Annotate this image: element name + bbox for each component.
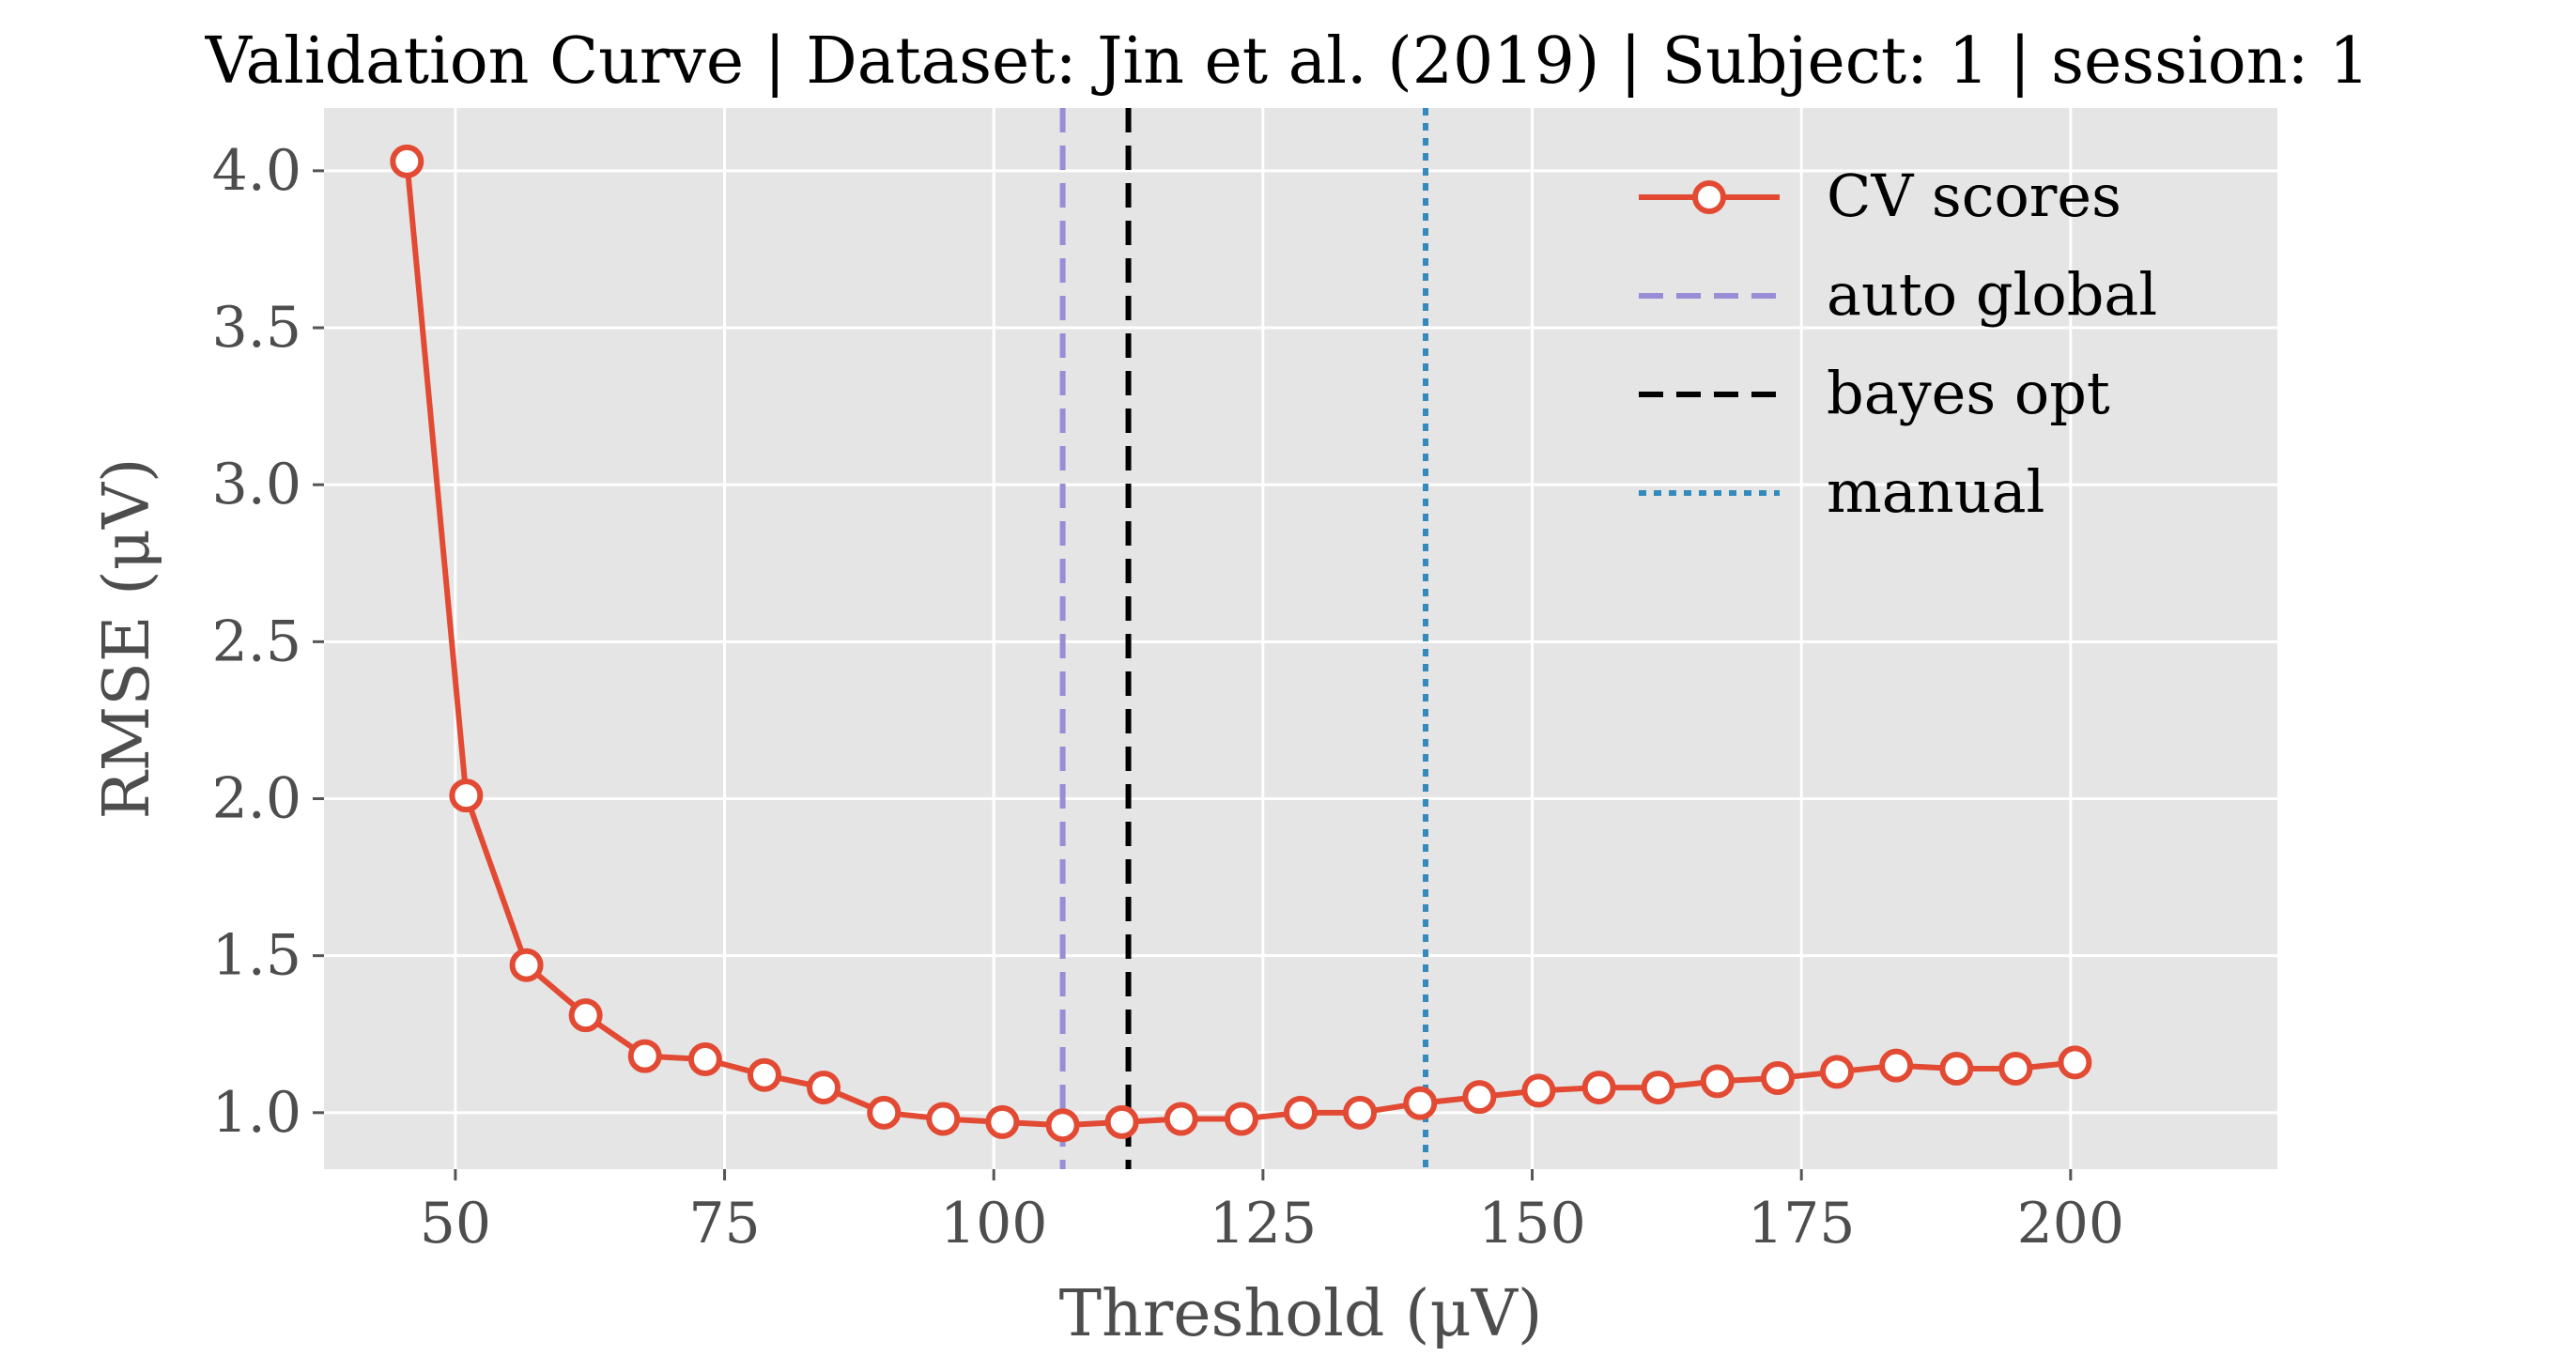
legend-label-manual: manual xyxy=(1827,457,2044,526)
data-point xyxy=(687,1041,722,1076)
x-axis-ticks: 50 75 100 125 150 175 200 xyxy=(420,1169,2124,1256)
data-point xyxy=(1164,1102,1198,1136)
x-tick-label: 125 xyxy=(1210,1191,1318,1256)
data-point xyxy=(1403,1086,1438,1120)
series-cv-scores xyxy=(390,144,2092,1143)
legend-marker xyxy=(1692,180,1726,214)
x-tick-label: 50 xyxy=(420,1191,491,1256)
x-tick-label: 150 xyxy=(1478,1191,1586,1256)
data-point xyxy=(1343,1095,1378,1130)
y-axis-ticks: 1.0 1.5 2.0 2.5 3.0 3.5 4.0 xyxy=(212,138,324,1146)
data-point xyxy=(807,1071,841,1105)
data-point xyxy=(1879,1048,1914,1083)
data-point xyxy=(985,1104,1020,1139)
data-point xyxy=(568,998,603,1033)
y-axis-label: RMSE (μV) xyxy=(90,457,164,819)
x-tick-label: 200 xyxy=(2017,1191,2125,1256)
data-point xyxy=(1760,1061,1795,1096)
data-point xyxy=(509,948,544,982)
y-tick-label: 2.0 xyxy=(212,766,301,832)
data-point xyxy=(1939,1052,1974,1087)
legend-label-bayes-opt: bayes opt xyxy=(1827,359,2110,427)
data-point xyxy=(1104,1104,1139,1139)
x-axis-label: Threshold (μV) xyxy=(1059,1277,1543,1351)
chart-title: Validation Curve | Dataset: Jin et al. (… xyxy=(205,24,2370,99)
data-point xyxy=(449,778,484,813)
data-point xyxy=(747,1057,781,1092)
x-tick-label: 75 xyxy=(688,1191,760,1256)
y-tick-label: 1.0 xyxy=(212,1080,301,1146)
y-tick-label: 1.5 xyxy=(212,923,301,989)
data-point xyxy=(1700,1064,1735,1099)
plot-area xyxy=(324,108,2277,1169)
data-point xyxy=(627,1039,662,1073)
data-point xyxy=(1284,1095,1318,1130)
y-tick-label: 4.0 xyxy=(212,138,301,204)
data-point xyxy=(1045,1108,1080,1143)
data-point xyxy=(390,144,424,178)
data-point xyxy=(867,1095,902,1130)
y-tick-label: 3.5 xyxy=(212,295,301,361)
data-point xyxy=(1820,1055,1855,1089)
data-point xyxy=(2058,1045,2092,1080)
legend: CV scores auto global bayes opt manual xyxy=(1639,162,2157,526)
data-point xyxy=(1581,1071,1616,1105)
data-point xyxy=(1641,1071,1675,1105)
data-point xyxy=(1224,1102,1258,1136)
x-tick-label: 100 xyxy=(940,1191,1048,1256)
data-point xyxy=(1998,1052,2033,1087)
grid-lines xyxy=(324,108,2277,1169)
y-tick-label: 3.0 xyxy=(212,452,301,517)
data-point xyxy=(1462,1080,1497,1115)
y-tick-label: 2.5 xyxy=(212,609,301,674)
data-point xyxy=(1521,1073,1556,1108)
x-tick-label: 175 xyxy=(1748,1191,1856,1256)
legend-label-cv-scores: CV scores xyxy=(1827,162,2121,230)
reference-lines xyxy=(1059,108,1429,1169)
legend-label-auto-global: auto global xyxy=(1827,260,2157,329)
data-point xyxy=(926,1102,961,1136)
